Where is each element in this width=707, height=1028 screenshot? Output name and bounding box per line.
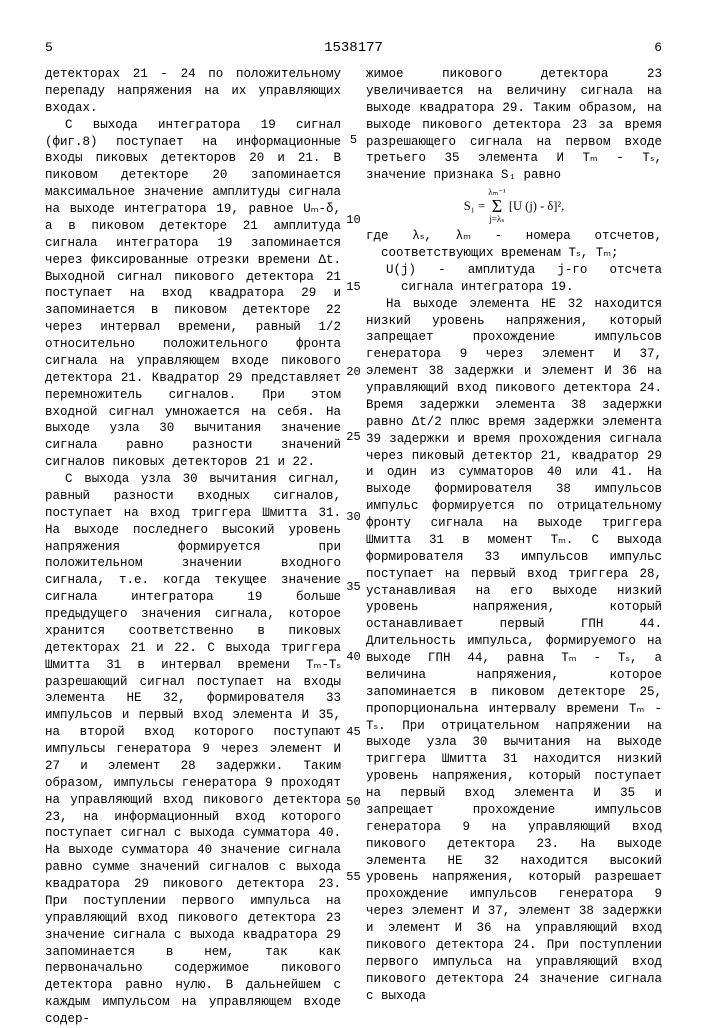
line-marker: 55 [346, 870, 360, 884]
line-marker: 15 [346, 280, 360, 294]
page-num-left: 5 [45, 40, 53, 56]
left-column: детекторах 21 - 24 по положительному пер… [45, 66, 341, 1028]
paragraph: С выхода узла 30 вычитания сигнал, равны… [45, 471, 341, 1028]
line-marker: 50 [346, 795, 360, 809]
formula-where: U(j) - амплитуда j-го отсчета сигнала ин… [401, 262, 662, 296]
patent-page: 5 1538177 6 5 10 15 20 25 30 35 40 45 50… [0, 0, 707, 1000]
line-marker: 35 [346, 580, 360, 594]
paragraph: детекторах 21 - 24 по положительному пер… [45, 66, 341, 117]
document-number: 1538177 [53, 40, 654, 56]
line-marker: 20 [346, 365, 360, 379]
page-num-right: 6 [654, 40, 662, 56]
paragraph: На выходе элемента НЕ 32 находится низки… [366, 296, 662, 1005]
paragraph: С выхода интегратора 19 сигнал (фиг.8) п… [45, 117, 341, 471]
formula-s1: S₁ = λₘ⁻¹ Σ j=λₛ [U (j) - δ]², [366, 188, 662, 224]
line-marker: 45 [346, 725, 360, 739]
line-marker: 10 [346, 213, 360, 227]
line-marker: 40 [346, 650, 360, 664]
line-marker: 5 [350, 133, 357, 147]
right-column: жимое пикового детектора 23 увеличиваетс… [366, 66, 662, 1028]
sum-lower: j=λₛ [489, 214, 504, 224]
formula-where: где λₛ, λₘ - номера отсчетов, соответств… [381, 228, 662, 262]
header-row: 5 1538177 6 [45, 40, 662, 56]
line-marker: 25 [346, 430, 360, 444]
paragraph: жимое пикового детектора 23 увеличиваетс… [366, 66, 662, 184]
line-marker: 30 [346, 510, 360, 524]
